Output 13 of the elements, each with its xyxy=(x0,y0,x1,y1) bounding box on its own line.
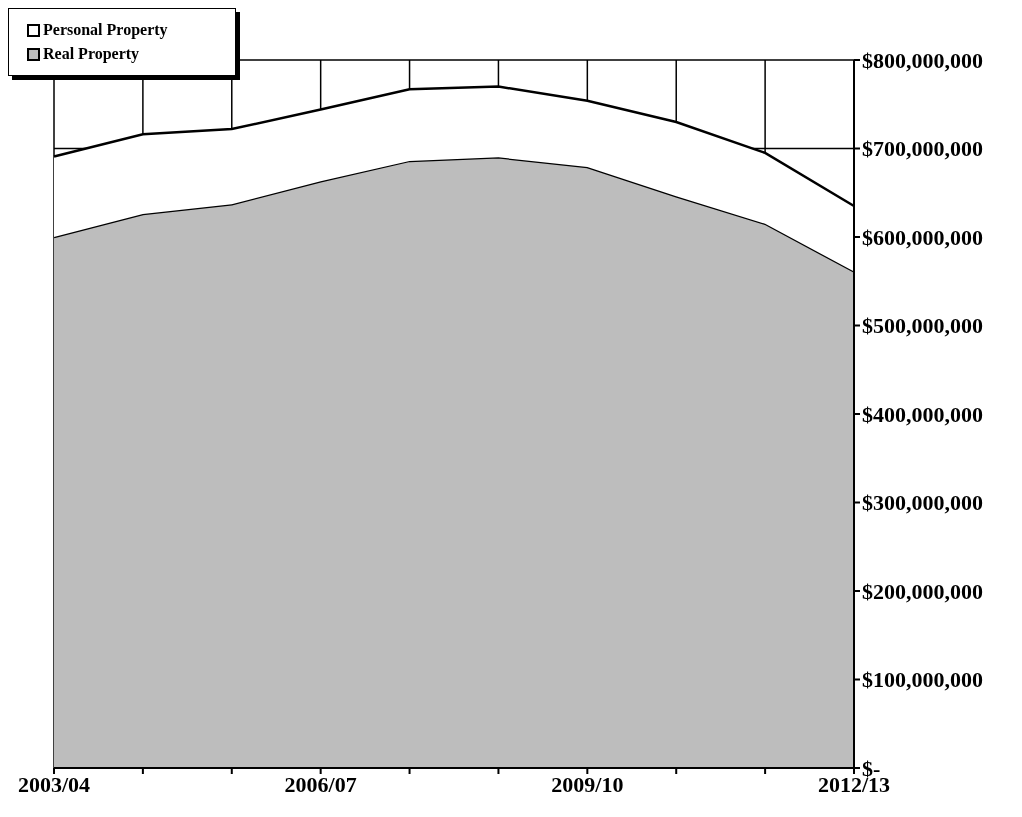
y-tick-label: $300,000,000 xyxy=(862,490,983,516)
x-tick-label: 2006/07 xyxy=(284,771,357,797)
y-tick-label: $600,000,000 xyxy=(862,224,983,250)
y-tick-label: $100,000,000 xyxy=(862,667,983,693)
x-tick-label: 2009/10 xyxy=(551,771,624,797)
x-tick-label: 2003/04 xyxy=(17,771,91,797)
y-tick-label: $200,000,000 xyxy=(862,578,983,604)
y-tick-label: $800,000,000 xyxy=(862,47,983,73)
y-tick-label: $500,000,000 xyxy=(862,313,983,339)
legend-label: Real Property xyxy=(43,45,140,63)
legend-label: Personal Property xyxy=(43,21,168,39)
y-tick-label: $700,000,000 xyxy=(862,136,983,162)
y-tick-label: $400,000,000 xyxy=(862,401,983,427)
